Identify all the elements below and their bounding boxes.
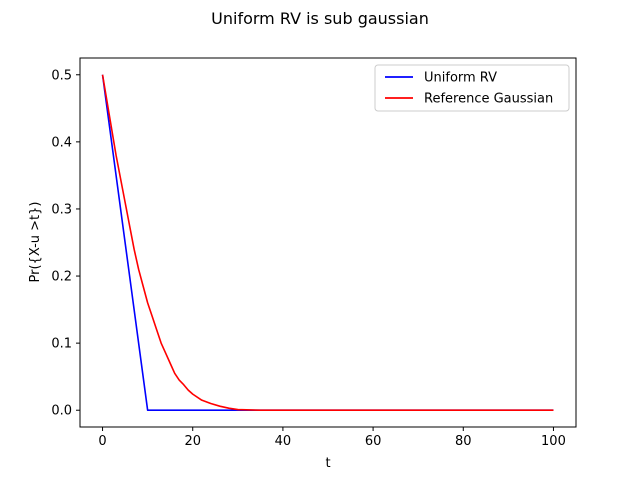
y-tick-label: 0.2 bbox=[51, 270, 72, 285]
x-tick-label: 20 bbox=[184, 434, 201, 449]
series-line-2 bbox=[101, 74, 554, 412]
x-axis-label: t bbox=[325, 456, 330, 471]
legend-label-1: Uniform RV bbox=[424, 71, 497, 86]
y-axis-label: Pr({X-u >t}) bbox=[28, 202, 43, 283]
legend-label-2: Reference Gaussian bbox=[424, 92, 553, 107]
axis-ticks: 0 20 40 60 80 100 0.0 0.1 0.2 0.3 0.4 0.5 bbox=[51, 68, 566, 449]
x-tick-label: 60 bbox=[365, 434, 382, 449]
chart-title: Uniform RV is sub gaussian bbox=[211, 9, 429, 28]
legend: Uniform RV Reference Gaussian bbox=[374, 64, 570, 112]
axes-frame bbox=[79, 57, 577, 428]
x-tick-label: 0 bbox=[98, 434, 106, 449]
x-tick-label: 80 bbox=[455, 434, 472, 449]
y-tick-label: 0.1 bbox=[51, 337, 72, 352]
y-tick-label: 0.4 bbox=[51, 135, 72, 150]
legend-box bbox=[374, 64, 570, 112]
y-tick-label: 0.0 bbox=[51, 404, 72, 419]
y-tick-label: 0.5 bbox=[51, 68, 72, 83]
series-line-1 bbox=[101, 74, 554, 412]
x-tick-label: 100 bbox=[541, 434, 566, 449]
y-tick-label: 0.3 bbox=[51, 202, 72, 217]
x-tick-label: 40 bbox=[275, 434, 292, 449]
plot-area bbox=[101, 74, 554, 412]
